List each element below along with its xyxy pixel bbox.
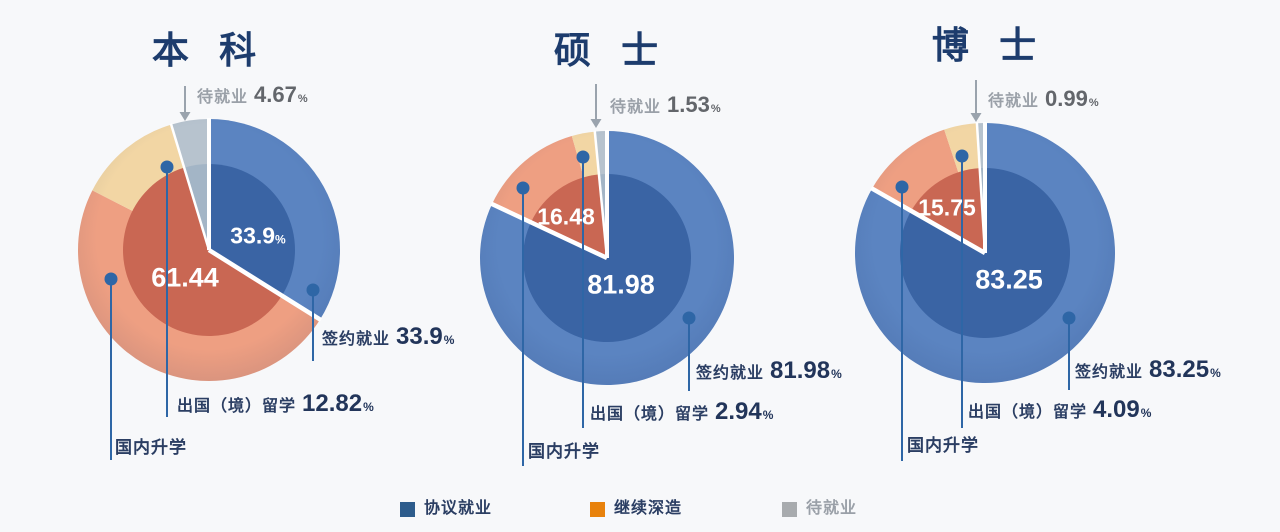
callout-value: 83.25: [1149, 356, 1210, 383]
percent-sign: %: [275, 232, 286, 247]
percent-sign: %: [762, 408, 774, 422]
inner-value-further-master: 16.48: [537, 203, 595, 230]
doctor-awaiting-arrow-head: [970, 113, 982, 122]
inner-value: 33.9: [230, 222, 276, 249]
callout-value: 0.99: [1045, 86, 1088, 111]
callout-label: 国内升学: [907, 436, 979, 455]
chart-title-master: 硕 士: [553, 30, 669, 71]
callout-abroad-master: 出国（境）留学 2.94%: [590, 400, 773, 424]
callout-label: 待就业: [197, 89, 249, 106]
inner-value-further-bachelor: 61.44: [151, 262, 219, 293]
legend-item-awaiting: 待就业: [782, 501, 857, 517]
callout-label: 待就业: [610, 99, 662, 116]
percent-sign: %: [710, 103, 721, 115]
inner-value-contract-master: 81.98: [587, 269, 655, 300]
bachelor-awaiting-arrow-head: [179, 112, 191, 121]
master-leader-dot-contract: [682, 311, 696, 325]
callout-value: 81.98: [770, 357, 831, 384]
doctor-slice-separator-2: [975, 122, 987, 254]
inner-value-contract-bachelor: 33.9%: [230, 222, 286, 249]
bachelor-leader-dot-contract: [306, 283, 320, 297]
callout-label: 国内升学: [115, 438, 187, 457]
legend-label-contract: 协议就业: [424, 500, 493, 517]
legend-label-further-study: 继续深造: [614, 500, 683, 517]
bachelor-leader-dot-domestic: [104, 272, 118, 286]
callout-label: 国内升学: [528, 442, 600, 461]
legend-swatch-awaiting: [782, 501, 797, 517]
percent-sign: %: [1088, 97, 1099, 109]
callout-awaiting-master: 待就业 1.53%: [610, 94, 721, 116]
callout-label: 待就业: [988, 93, 1040, 110]
master-slice-separator-2: [593, 130, 609, 259]
legend-swatch-contract: [400, 501, 415, 517]
callout-label: 出国（境）留学: [968, 404, 1088, 421]
inner-value-contract-doctor: 83.25: [975, 264, 1043, 295]
legend-swatch-further-study: [590, 501, 605, 517]
callout-domestic-bachelor: 国内升学: [115, 439, 187, 457]
percent-sign: %: [831, 367, 842, 381]
callout-value: 2.94: [715, 398, 762, 425]
percent-sign: %: [443, 333, 455, 347]
chart-title-bachelor: 本 科: [151, 30, 267, 71]
callout-value: 4.67: [254, 82, 297, 107]
bachelor-slice-separator-2: [169, 123, 211, 251]
master-leader-dot-domestic: [516, 181, 530, 195]
master-leader-dot-abroad: [576, 150, 590, 164]
doctor-slice-separator-1: [870, 186, 987, 255]
percent-sign: %: [1210, 366, 1221, 380]
callout-label: 签约就业: [696, 365, 765, 382]
callout-awaiting-bachelor: 待就业 4.67%: [197, 84, 308, 106]
callout-value: 4.09: [1093, 396, 1140, 423]
bachelor-slice-separator-1: [207, 248, 323, 322]
callout-label: 出国（境）留学: [177, 398, 297, 415]
callout-abroad-doctor: 出国（境）留学 4.09%: [968, 398, 1151, 422]
legend-item-contract: 协议就业: [400, 501, 492, 517]
callout-value: 1.53: [667, 92, 710, 117]
master-awaiting-arrow-head: [590, 119, 602, 128]
callout-awaiting-doctor: 待就业 0.99%: [988, 88, 1099, 110]
percent-sign: %: [1140, 406, 1152, 420]
chart-title-doctor: 博 士: [931, 25, 1047, 66]
doctor-leader-dot-domestic: [895, 180, 909, 194]
callout-value: 12.82: [302, 390, 363, 417]
callout-contract-bachelor: 签约就业 33.9%: [322, 325, 454, 349]
percent-sign: %: [363, 400, 374, 414]
callout-label: 签约就业: [322, 331, 391, 348]
doctor-leader-dot-contract: [1062, 311, 1076, 325]
legend-item-further-study: 继续深造: [590, 501, 682, 517]
doctor-leader-dot-abroad: [955, 149, 969, 163]
callout-contract-master: 签约就业 81.98%: [696, 359, 842, 383]
percent-sign: %: [297, 93, 308, 105]
legend-label-awaiting: 待就业: [806, 500, 858, 517]
callout-value: 33.9: [396, 323, 443, 350]
master-slice-separator-1: [490, 201, 608, 261]
callout-contract-doctor: 签约就业 83.25%: [1075, 358, 1221, 382]
callout-domestic-master: 国内升学: [528, 443, 600, 461]
callout-domestic-doctor: 国内升学: [907, 437, 979, 455]
callout-abroad-bachelor: 出国（境）留学 12.82%: [177, 392, 374, 416]
callout-label: 出国（境）留学: [590, 406, 710, 423]
callout-label: 签约就业: [1075, 364, 1144, 381]
bachelor-leader-dot-abroad: [160, 160, 174, 174]
inner-value-further-doctor: 15.75: [918, 194, 976, 221]
